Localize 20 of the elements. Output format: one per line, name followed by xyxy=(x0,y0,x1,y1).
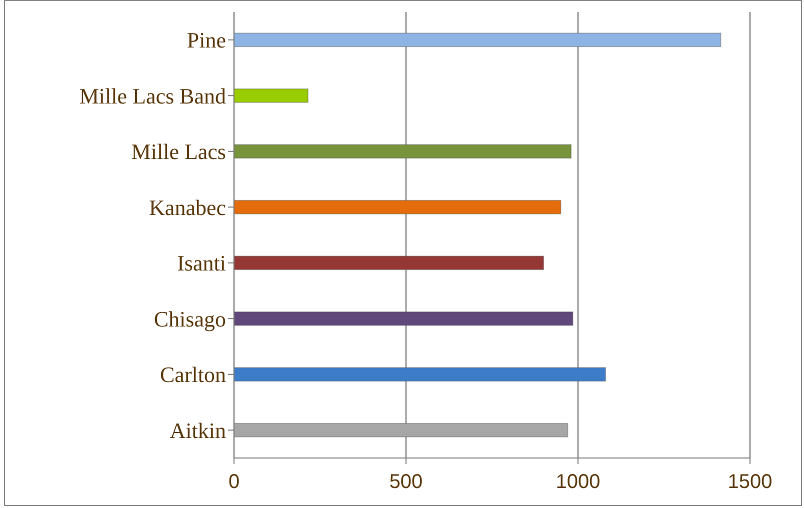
bar xyxy=(234,32,722,48)
y-tick-label: Pine xyxy=(186,28,226,53)
bar xyxy=(234,200,562,214)
bar xyxy=(234,144,572,159)
x-tick-label: 500 xyxy=(389,471,423,494)
bar xyxy=(234,422,568,438)
x-tick-label: 1000 xyxy=(556,471,600,494)
bar xyxy=(234,367,606,382)
bar xyxy=(234,256,544,270)
bar xyxy=(234,311,574,326)
bar xyxy=(234,88,308,103)
y-tick-label: Kanabec xyxy=(149,194,226,220)
y-tick-label: Isanti xyxy=(177,250,226,276)
y-tick-label: Mille Lacs Band xyxy=(79,83,226,108)
x-tick-label: 1500 xyxy=(728,471,772,494)
y-tick-label: Mille Lacs xyxy=(131,139,226,164)
y-tick-label: Carlton xyxy=(160,362,226,388)
x-tick-label: 0 xyxy=(228,471,240,494)
y-tick-label: Chisago xyxy=(154,306,226,332)
y-tick-label: Aitkin xyxy=(170,418,226,443)
